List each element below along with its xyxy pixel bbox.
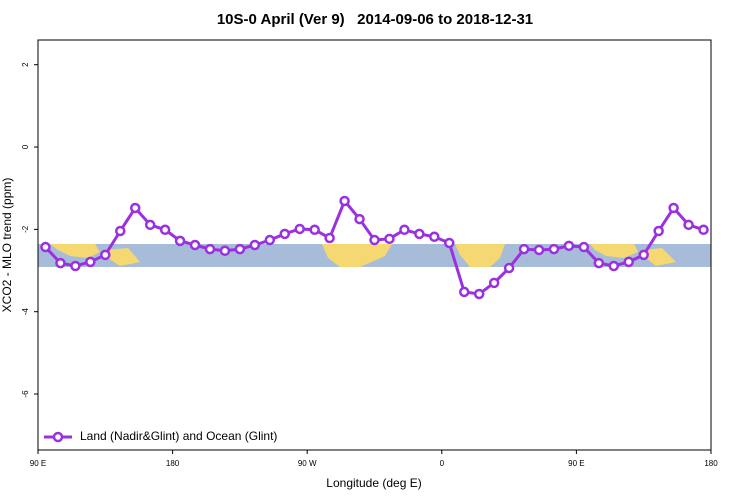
x-tick-label: 180 — [166, 459, 180, 468]
data-point — [473, 288, 485, 300]
data-point — [369, 234, 380, 246]
data-point — [294, 223, 305, 235]
x-tick-label: 90 W — [298, 459, 317, 468]
y-tick-label: 0 — [21, 144, 30, 149]
data-point — [100, 249, 111, 261]
data-point — [354, 213, 365, 225]
chart-title: 10S-0 April (Ver 9) 2014-09-06 to 2018-1… — [217, 11, 533, 28]
data-point — [623, 256, 634, 268]
data-point — [144, 219, 156, 231]
data-point — [668, 202, 679, 214]
data-point — [698, 224, 709, 236]
data-point — [85, 256, 96, 268]
data-point — [40, 241, 51, 253]
data-point — [55, 257, 66, 269]
legend-marker — [52, 431, 64, 443]
data-point — [219, 245, 231, 257]
data-point — [593, 257, 605, 269]
x-axis-label: Longitude (deg E) — [326, 476, 421, 490]
x-tick-label: 180 — [704, 459, 718, 468]
x-tick-label: 90 E — [30, 459, 46, 468]
data-point — [234, 243, 246, 255]
data-point — [399, 224, 410, 236]
data-point — [279, 228, 291, 240]
data-point — [129, 202, 141, 214]
y-tick-label: -6 — [21, 390, 30, 398]
data-point — [683, 219, 694, 231]
data-point — [548, 243, 560, 255]
x-tick-label: 90 E — [568, 459, 584, 468]
data-point — [444, 237, 455, 249]
data-point — [578, 241, 590, 253]
data-point — [488, 277, 500, 289]
data-point — [174, 235, 186, 247]
data-point — [608, 260, 620, 272]
data-point — [264, 234, 276, 246]
y-axis-label: XCO2 - MLO trend (ppm) — [0, 178, 14, 313]
data-point — [189, 239, 201, 251]
y-tick-label: -4 — [21, 308, 30, 316]
data-point — [563, 240, 575, 252]
data-point — [653, 225, 664, 237]
legend-label: Land (Nadir&Glint) and Ocean (Glint) — [80, 429, 277, 443]
data-point — [159, 224, 171, 236]
data-point — [70, 260, 81, 272]
data-point — [204, 243, 216, 255]
data-point — [533, 244, 545, 256]
data-point — [458, 286, 470, 298]
data-point — [115, 225, 126, 237]
data-point — [638, 249, 649, 261]
data-point — [414, 228, 425, 240]
y-tick-label: 2 — [21, 62, 30, 67]
x-tick-label: 0 — [440, 459, 445, 468]
data-point — [384, 233, 395, 245]
plot-box — [37, 39, 712, 451]
data-point — [518, 243, 530, 255]
data-point — [429, 231, 440, 243]
data-point — [309, 224, 320, 236]
data-point — [249, 239, 261, 251]
data-point — [324, 232, 335, 244]
data-point — [339, 195, 350, 207]
y-tick-label: -2 — [21, 225, 30, 233]
data-point — [503, 262, 515, 274]
